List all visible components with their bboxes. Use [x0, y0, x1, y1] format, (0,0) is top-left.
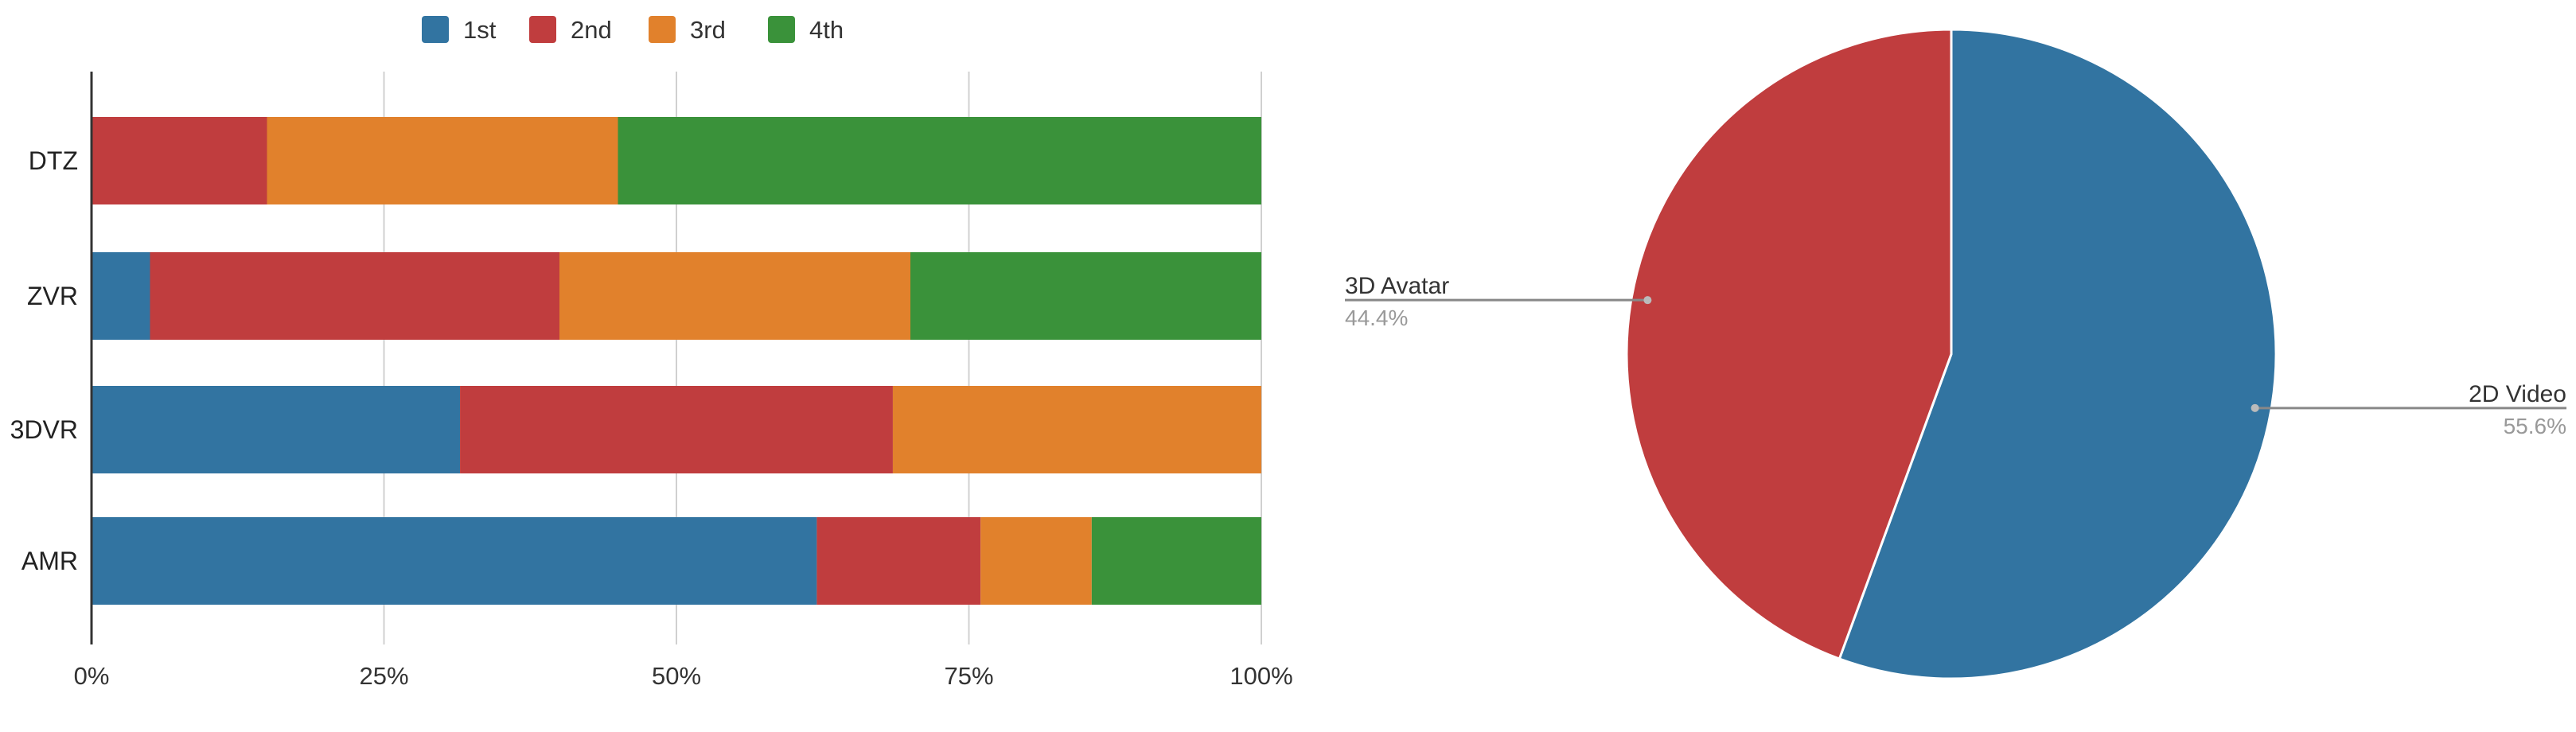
bar-x-tick-labels: 0% 25% 50% 75% 100% [74, 662, 1293, 690]
pie-labels: 2D Video 55.6% 3D Avatar 44.4% [1345, 273, 2566, 438]
legend-swatch [768, 16, 795, 43]
bar-segment [92, 117, 267, 204]
bar-x-tick-label: 0% [74, 662, 110, 690]
legend-swatch [649, 16, 676, 43]
pie-slice-percent: 44.4% [1345, 306, 1408, 330]
bar-category-label: DTZ [29, 146, 78, 175]
bar-segment [816, 517, 981, 605]
bar-segment [559, 252, 910, 340]
bar-segment [980, 517, 1092, 605]
bar-x-tick-label: 75% [944, 662, 993, 690]
bar-bars [92, 117, 1261, 605]
pie-slice-percent: 55.6% [2504, 414, 2566, 438]
bar-segment [618, 117, 1261, 204]
pie-slice-label: 3D Avatar [1345, 273, 1449, 299]
legend-label: 3rd [690, 16, 726, 44]
pie-slices [1625, 28, 2278, 680]
legend-label: 4th [809, 16, 844, 44]
bar-category-label: 3DVR [10, 415, 78, 444]
bar-segment [150, 252, 559, 340]
bar-segment [460, 386, 893, 473]
pie-leader-dot [1643, 296, 1652, 305]
legend-label: 2nd [571, 16, 612, 44]
bar-segment [92, 517, 817, 605]
bar-segment [92, 252, 150, 340]
bar-category-labels: DTZ ZVR 3DVR AMR [10, 146, 78, 575]
legend-swatch [529, 16, 556, 43]
bar-category-label: ZVR [27, 282, 78, 310]
bar-segment [910, 252, 1261, 340]
bar-segment [92, 386, 461, 473]
pie-leader-dot [2251, 403, 2259, 412]
bar-segment [892, 386, 1261, 473]
legend-label: 1st [463, 16, 497, 44]
bar-x-tick-label: 25% [359, 662, 408, 690]
bar-legend: 1st 2nd 3rd 4th [422, 16, 844, 44]
bar-x-tick-label: 50% [652, 662, 701, 690]
pie-chart: 2D Video 55.6% 3D Avatar 44.4% [1345, 28, 2566, 680]
pie-slice-label: 2D Video [2469, 381, 2566, 407]
pie-slice [1837, 28, 2278, 680]
stacked-bar-chart: DTZ ZVR 3DVR AMR 0% 25% 50% 75% 100% 1st 2nd 3rd 4… [10, 16, 1293, 690]
bar-category-label: AMR [21, 547, 78, 575]
bar-segment [1091, 517, 1261, 605]
pie-slice [1625, 28, 1953, 660]
bar-segment [267, 117, 618, 204]
legend-swatch [422, 16, 449, 43]
bar-x-tick-label: 100% [1230, 662, 1292, 690]
